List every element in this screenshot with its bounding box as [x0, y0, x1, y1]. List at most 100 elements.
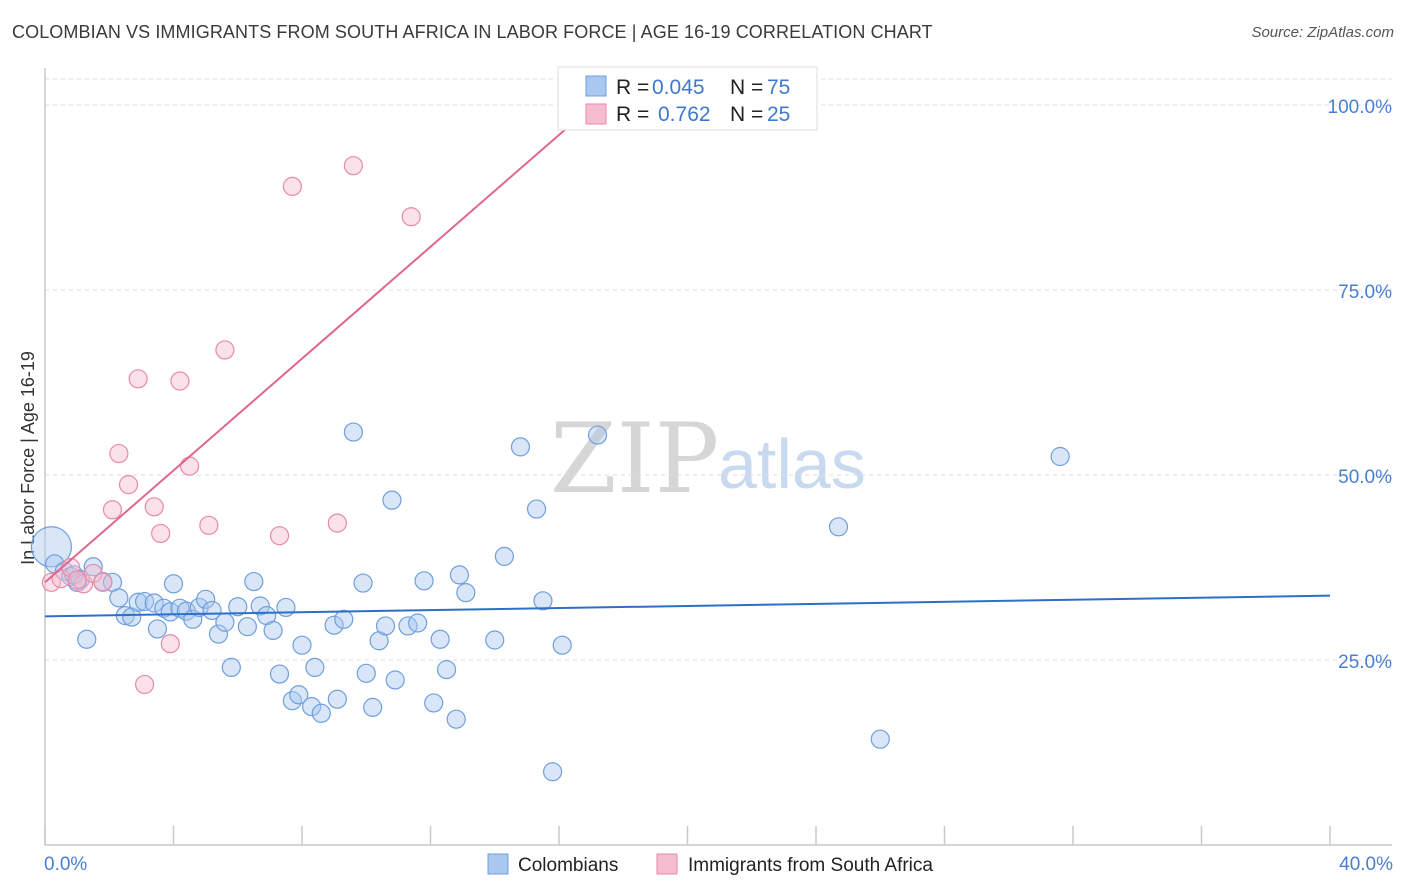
- colombians-point-63: [485, 630, 505, 650]
- south-africa-point-22: [401, 207, 421, 227]
- colombians-point-18: [160, 602, 180, 622]
- colombians-point-36: [276, 597, 296, 618]
- series-south-africa: [41, 91, 621, 695]
- legend-n-label-2: N =: [730, 103, 763, 126]
- colombians-point-29: [228, 597, 248, 617]
- colombians-point-59: [436, 660, 457, 680]
- south-africa-point-15: [179, 456, 200, 476]
- legend-swatch-blue: [585, 75, 607, 97]
- watermark-atlas: atlas: [718, 425, 866, 503]
- series-legend: Colombians Immigrants from South Africa: [487, 853, 933, 876]
- south-africa-point-19: [282, 176, 302, 196]
- colombians-point-71: [828, 517, 849, 537]
- colombians-point-26: [208, 624, 229, 644]
- y-tick-label-100: 100.0%: [1328, 97, 1393, 118]
- colombians-point-65: [510, 437, 531, 457]
- colombians-point-0: [30, 526, 73, 568]
- bottom-legend-colombians: Colombians: [518, 855, 618, 876]
- y-tick-label-25: 25.0%: [1338, 652, 1392, 673]
- south-africa-point-7: [109, 443, 129, 464]
- south-africa-point-21: [343, 156, 363, 176]
- colombians-point-9: [77, 629, 97, 649]
- colombians-point-46: [343, 422, 363, 442]
- legend-r-label-2: R =: [616, 103, 649, 126]
- y-axis-label: In Labor Force | Age 16-19: [18, 351, 38, 565]
- legend-swatch-pink: [585, 103, 607, 125]
- bottom-legend-swatch-colombians: [487, 853, 509, 875]
- legend-n-value-1: 75: [767, 76, 790, 99]
- south-africa-point-0: [41, 572, 62, 592]
- south-africa-point-13: [160, 634, 180, 654]
- x-tick-label-min: 0.0%: [44, 854, 87, 875]
- colombians-point-31: [244, 571, 264, 592]
- bottom-legend-swatch-south-africa: [656, 853, 678, 875]
- colombians-point-6: [83, 557, 103, 577]
- colombians-point-73: [1050, 446, 1070, 467]
- colombians-point-62: [456, 583, 476, 603]
- south-africa-point-11: [144, 497, 164, 517]
- colombians-point-28: [221, 657, 241, 678]
- colombians-point-64: [494, 546, 514, 567]
- stats-legend: R = 0.045 N = 75 R = 0.762 N = 25: [557, 66, 818, 131]
- colombians-point-24: [196, 589, 216, 609]
- gridlines: [45, 78, 1392, 661]
- colombians-point-67: [533, 591, 553, 611]
- source-credit: Source: ZipAtlas.com: [1251, 24, 1394, 41]
- south-africa-point-14: [170, 371, 190, 391]
- south-africa-point-5: [93, 572, 113, 592]
- colombians-point-30: [237, 617, 257, 637]
- south-africa-point-6: [102, 500, 123, 520]
- legend-r-value-2: 0.762: [658, 103, 711, 126]
- colombians-point-51: [375, 616, 396, 636]
- colombians-point-53: [385, 670, 405, 690]
- colombians-point-69: [552, 635, 572, 655]
- y-tick-label-75: 75.0%: [1338, 282, 1392, 303]
- colombians-point-60: [446, 709, 466, 729]
- colombians-point-68: [542, 762, 563, 782]
- colombians-point-38: [289, 685, 309, 705]
- colombians-point-47: [353, 573, 373, 593]
- legend-n-label-1: N =: [730, 76, 763, 99]
- watermark-zip: ZIP: [550, 403, 719, 515]
- colombians-point-58: [430, 629, 450, 649]
- colombians-point-14: [134, 591, 155, 612]
- y-tick-labels: 25.0% 50.0% 75.0% 100.0%: [1328, 97, 1393, 673]
- south-africa-point-10: [134, 674, 155, 695]
- colombians-point-27: [215, 612, 235, 632]
- south-africa-point-12: [151, 523, 171, 544]
- south-africa-point-8: [118, 475, 139, 495]
- legend-r-label-1: R =: [616, 76, 649, 99]
- colombians-point-55: [408, 613, 428, 633]
- y-tick-label-50: 50.0%: [1338, 467, 1392, 488]
- legend-r-value-1: 0.045: [652, 76, 705, 99]
- colombians-point-49: [363, 697, 383, 717]
- legend-n-value-2: 25: [767, 103, 790, 126]
- colombians-point-19: [163, 574, 184, 594]
- colombians-point-39: [292, 635, 312, 655]
- bottom-legend-south-africa: Immigrants from South Africa: [688, 855, 933, 876]
- chart-title: COLOMBIAN VS IMMIGRANTS FROM SOUTH AFRIC…: [12, 22, 933, 42]
- colombians-point-41: [305, 657, 325, 678]
- south-africa-point-16: [199, 515, 219, 535]
- colombians-point-45: [334, 609, 354, 629]
- colombians-point-40: [302, 697, 322, 717]
- colombians-point-32: [250, 596, 270, 616]
- x-tick-labels: 0.0% 40.0%: [44, 854, 1393, 875]
- colombians-point-61: [449, 565, 470, 585]
- x-tick-label-max: 40.0%: [1339, 854, 1393, 875]
- colombians-point-15: [144, 593, 164, 613]
- colombians-point-10: [109, 588, 129, 608]
- colombians-point-48: [356, 663, 376, 683]
- colombians-point-25: [202, 600, 222, 621]
- colombians-point-72: [870, 729, 890, 749]
- colombians-point-43: [324, 615, 344, 635]
- colombians-point-56: [414, 571, 434, 591]
- south-africa-point-9: [128, 369, 148, 389]
- trend-line-colombians: [44, 594, 1331, 618]
- colombians-point-70: [587, 425, 608, 445]
- colombians-point-34: [263, 620, 283, 641]
- colombians-point-66: [526, 499, 547, 519]
- south-africa-point-20: [327, 513, 347, 533]
- south-africa-point-18: [269, 526, 290, 546]
